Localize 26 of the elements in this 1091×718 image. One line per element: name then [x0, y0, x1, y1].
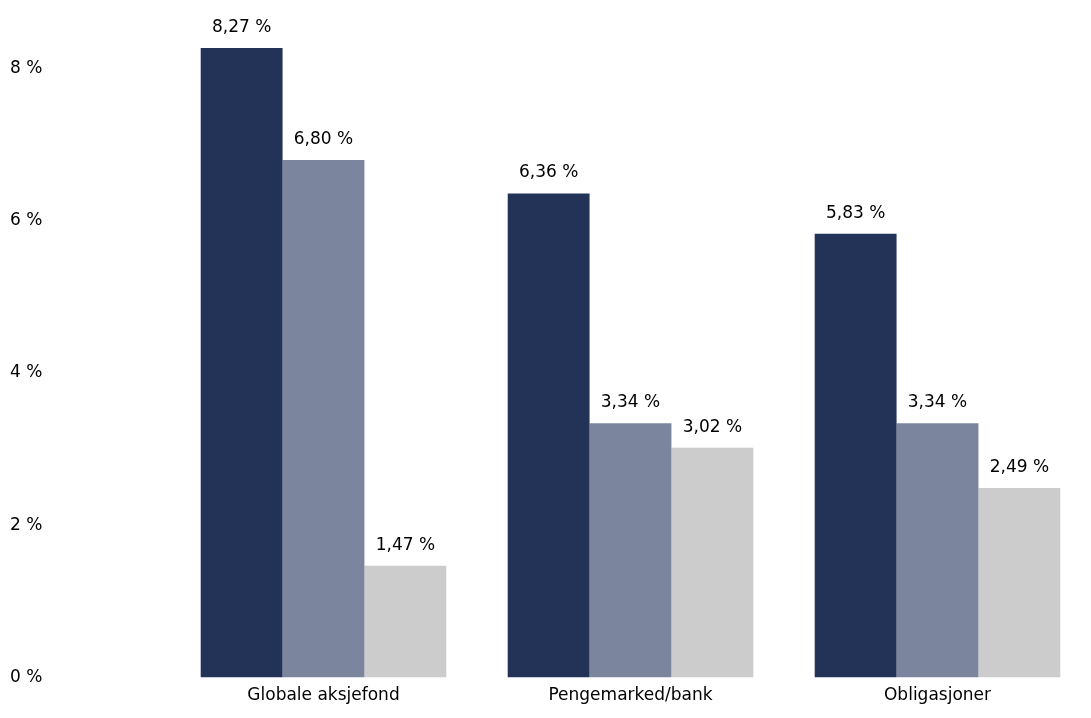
- bar: [507, 193, 590, 678]
- data-label: 3,02 %: [682, 415, 743, 436]
- data-label: 3,34 %: [907, 391, 968, 412]
- x-tick-label: Pengemarked/bank: [548, 684, 713, 705]
- data-label: 6,36 %: [518, 161, 579, 182]
- data-label: 1,47 %: [375, 533, 436, 554]
- bar: [978, 488, 1061, 678]
- data-label: 5,83 %: [825, 201, 886, 222]
- y-tick-label: 6 %: [10, 209, 43, 230]
- y-tick-label: 4 %: [10, 361, 43, 382]
- bar: [589, 423, 672, 678]
- x-tick-label: Obligasjoner: [883, 684, 992, 705]
- data-label: 2,49 %: [989, 455, 1050, 476]
- data-label: 8,27 %: [211, 15, 272, 36]
- bar: [896, 423, 979, 678]
- bar: [364, 565, 447, 678]
- bar: [282, 159, 365, 678]
- y-tick-label: 2 %: [10, 513, 43, 534]
- y-tick-label: 8 %: [10, 56, 43, 77]
- bar: [671, 447, 754, 678]
- x-tick-label: Globale aksjefond: [247, 684, 400, 705]
- data-label: 3,34 %: [600, 391, 661, 412]
- bar: [814, 233, 897, 678]
- bar: [200, 48, 283, 678]
- data-label: 6,80 %: [293, 127, 354, 148]
- y-tick-label: 0 %: [10, 666, 43, 687]
